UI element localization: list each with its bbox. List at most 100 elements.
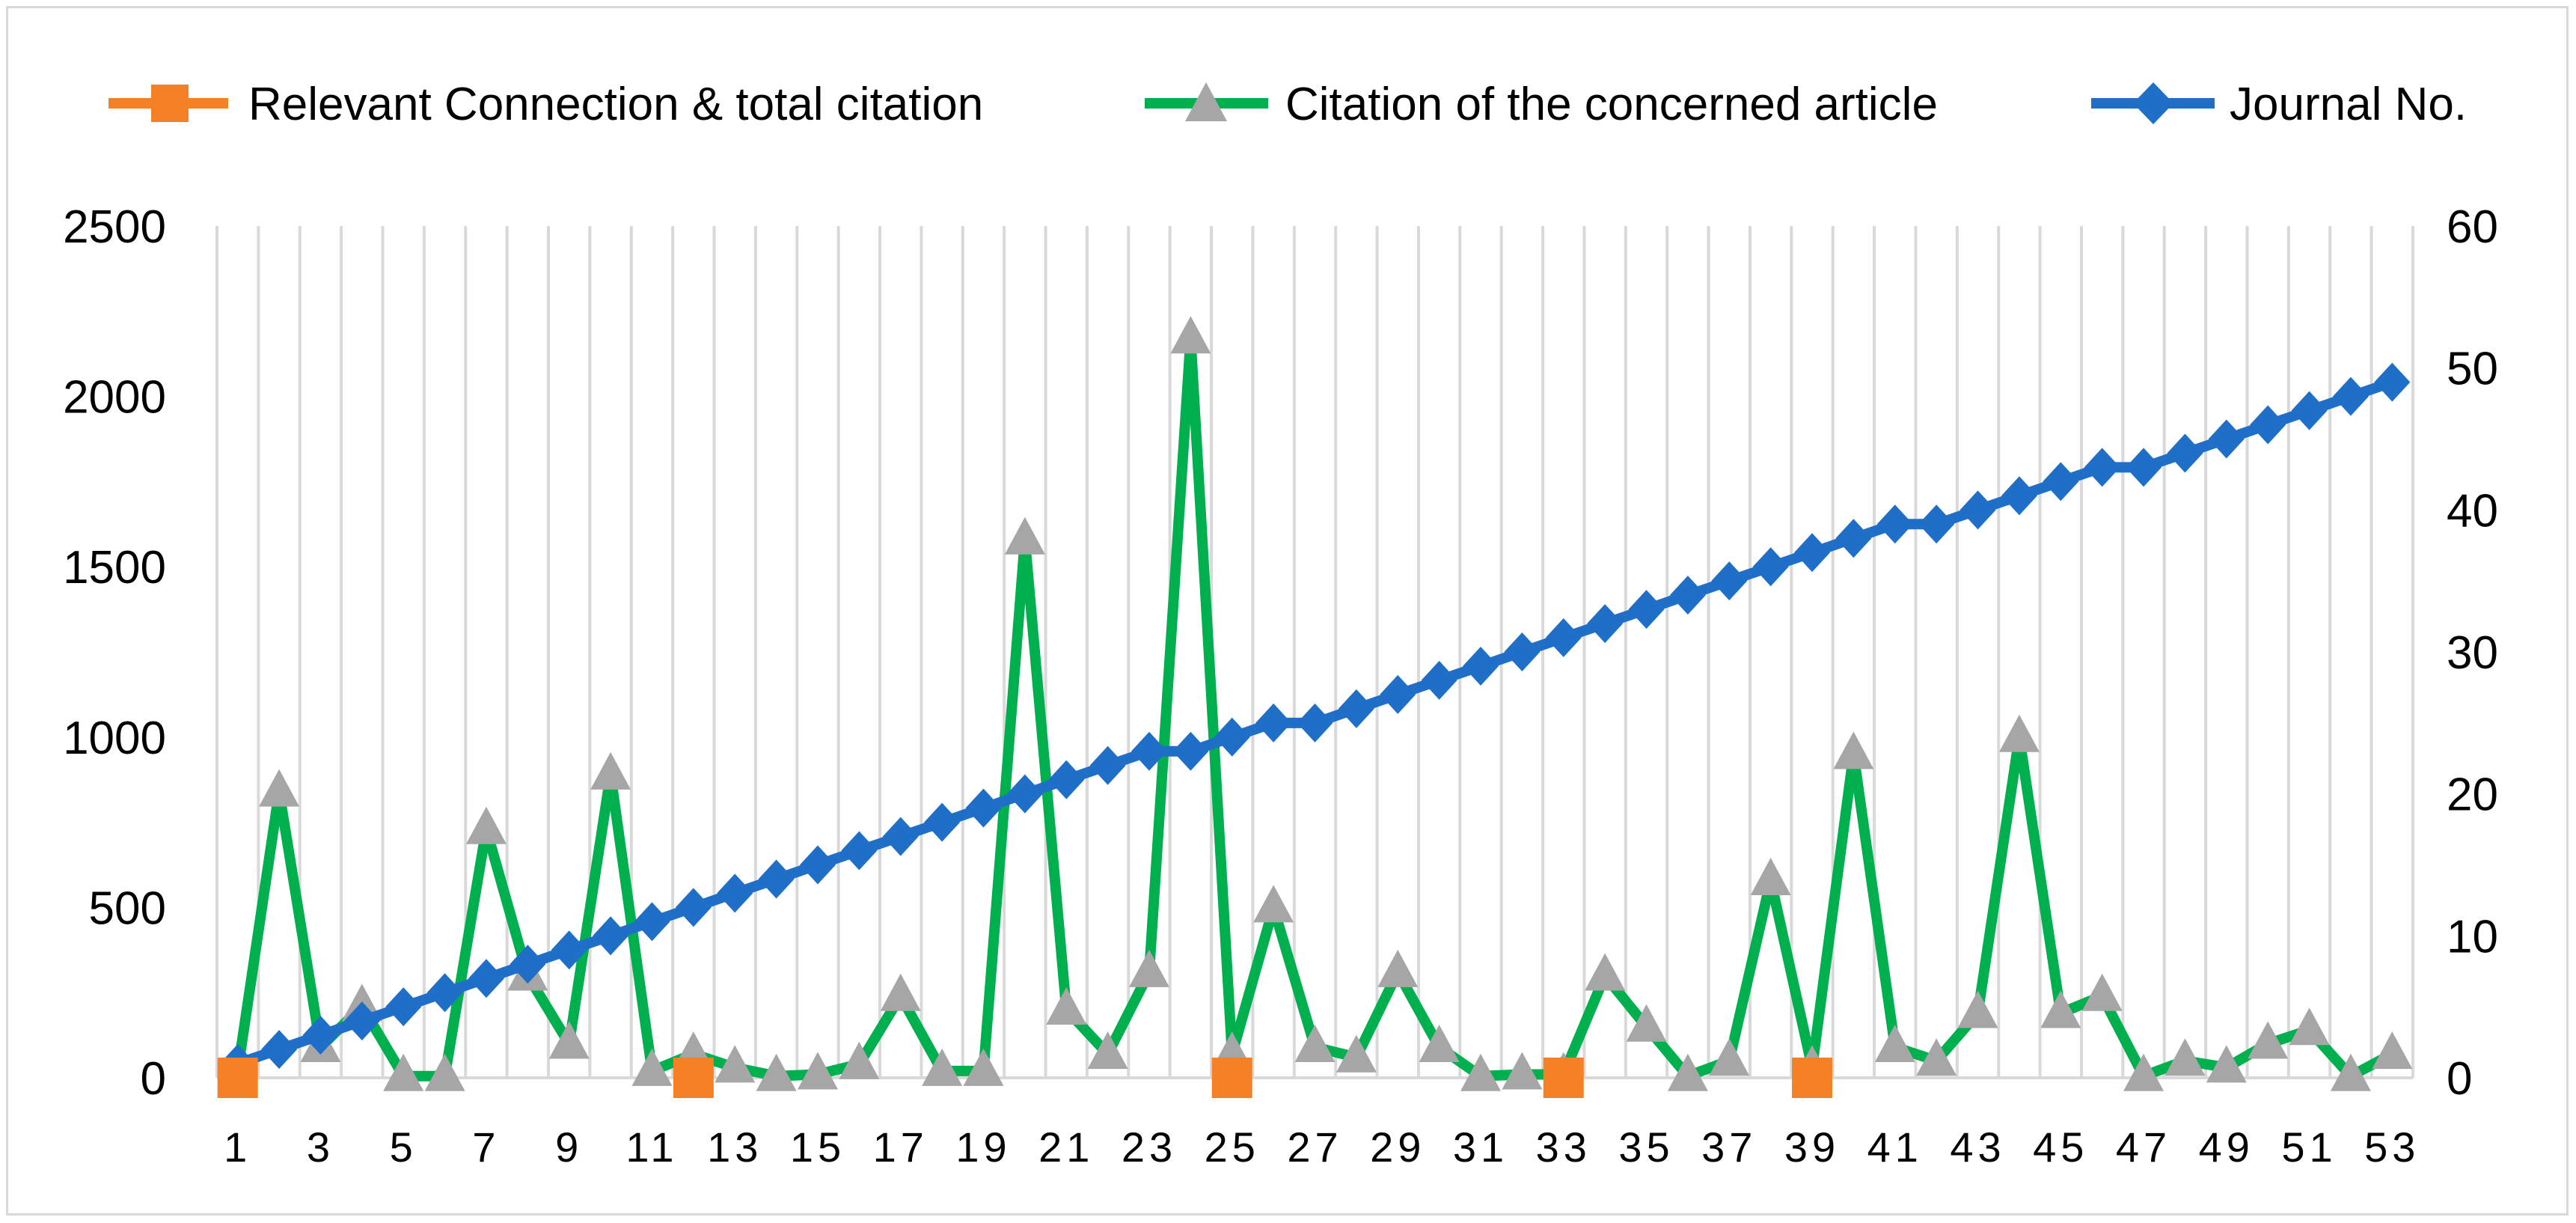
x-tick-label: 29 [1370,1123,1425,1171]
citation-point [2206,1045,2247,1083]
citation-point [1004,516,1045,555]
citation-point [1046,986,1087,1025]
citation-point [1460,1053,1502,1091]
legend-label-relevant-connection: Relevant Connection & total citation [248,79,983,130]
journal-no-point [2043,462,2079,501]
journal-no-point [1669,576,1706,615]
journal-no-point [1835,519,1872,558]
legend-label-journal-no: Journal No. [2230,79,2467,130]
x-tick-label: 35 [1618,1123,1674,1171]
citation-point [756,1053,797,1091]
relevant-connection-point [1543,1058,1584,1098]
journal-no-point [2250,405,2286,445]
journal-no-point [2291,391,2328,430]
x-tick-label: 23 [1122,1123,1177,1171]
citation-point [880,973,921,1011]
chart-frame [6,6,2569,1216]
x-tick-label: 33 [1536,1123,1591,1171]
x-tick-label: 17 [873,1123,928,1171]
journal-no-point [2374,362,2411,402]
journal-no-point [717,873,753,913]
citation-point [2248,1021,2289,1059]
y-left-tick-label: 1000 [63,713,166,764]
citation-point [590,751,631,790]
relevant-connection-point [673,1058,714,1098]
journal-no-point [1504,632,1541,671]
journal-no-point [1338,689,1374,728]
citation-point [1128,949,1169,987]
journal-no-point [1131,731,1167,771]
citation-point [548,1021,590,1059]
citation-point [2081,973,2123,1011]
y-right-tick-label: 50 [2447,344,2498,395]
journal-no-point [2208,419,2245,459]
journal-no-point [1794,533,1831,573]
y-right-tick-label: 0 [2447,1053,2472,1105]
journal-no-point [1048,760,1085,799]
x-tick-label: 1 [224,1123,251,1171]
journal-no-point [343,1001,380,1041]
citation-point [2123,1053,2164,1091]
citation-point [922,1048,963,1086]
journal-no-point [1421,660,1457,700]
x-tick-label: 39 [1784,1123,1840,1171]
legend-marker-diamond [2133,82,2173,124]
x-tick-label: 41 [1867,1123,1923,1171]
journal-no-point [593,916,629,956]
x-tick-label: 5 [390,1123,417,1171]
citation-point [259,769,300,807]
x-tick-label: 3 [307,1123,334,1171]
journal-no-point [385,987,422,1027]
citation-point [2040,990,2081,1028]
journal-no-point [1711,561,1748,601]
journal-no-point [1545,618,1582,658]
journal-no-point [1752,547,1789,587]
journal-no-point [2084,448,2120,487]
journal-no-point [675,888,712,927]
journal-no-point [510,945,546,984]
citation-point [963,1048,1004,1086]
citation-point [1419,1025,1460,1063]
citation-point [1874,1025,1915,1063]
journal-no-point [799,845,836,885]
citation-point [1957,990,1998,1028]
x-tick-label: 51 [2281,1123,2337,1171]
x-tick-label: 7 [472,1123,500,1171]
journal-no-point [965,788,1002,828]
x-tick-label: 27 [1287,1123,1342,1171]
citation-point [1253,885,1294,923]
journal-no-point [2167,433,2203,473]
y-left-tick-label: 2000 [63,372,166,424]
journal-no-point [882,817,919,856]
citation-point [424,1053,465,1091]
citation-point [715,1045,756,1083]
journal-no-point [261,1030,298,1070]
y-right-tick-label: 20 [2447,769,2498,821]
journal-no-point [2126,448,2162,487]
journal-no-point [634,902,670,942]
citation-point [2330,1053,2371,1091]
citation-point [1750,857,1791,895]
y-right-tick-label: 40 [2447,485,2498,537]
journal-no-point [924,802,961,842]
journal-no-point [1172,731,1209,771]
legend-item-citation: Citation of the concerned article [1145,79,1938,130]
x-tick-label: 49 [2199,1123,2254,1171]
x-tick-label: 37 [1701,1123,1757,1171]
x-tick-label: 15 [790,1123,845,1171]
citation-point [465,806,507,844]
legend-label-citation: Citation of the concerned article [1285,79,1938,130]
y-right-tick-label: 30 [2447,627,2498,679]
vertical-gridlines [215,226,2414,1078]
legend: Relevant Connection & total citation Cit… [108,79,2467,130]
x-tick-label: 11 [625,1123,678,1171]
y-left-tick-label: 2500 [63,201,166,253]
journal-no-point [1089,745,1126,785]
journal-no-point [758,859,795,899]
y-left-tick-label: 500 [89,882,166,934]
x-tick-label: 43 [1950,1123,2005,1171]
journal-no-point [2332,376,2369,416]
relevant-connection-point [1211,1058,1252,1098]
y-left-tick-label: 0 [141,1053,166,1105]
journal-no-point [551,930,587,970]
